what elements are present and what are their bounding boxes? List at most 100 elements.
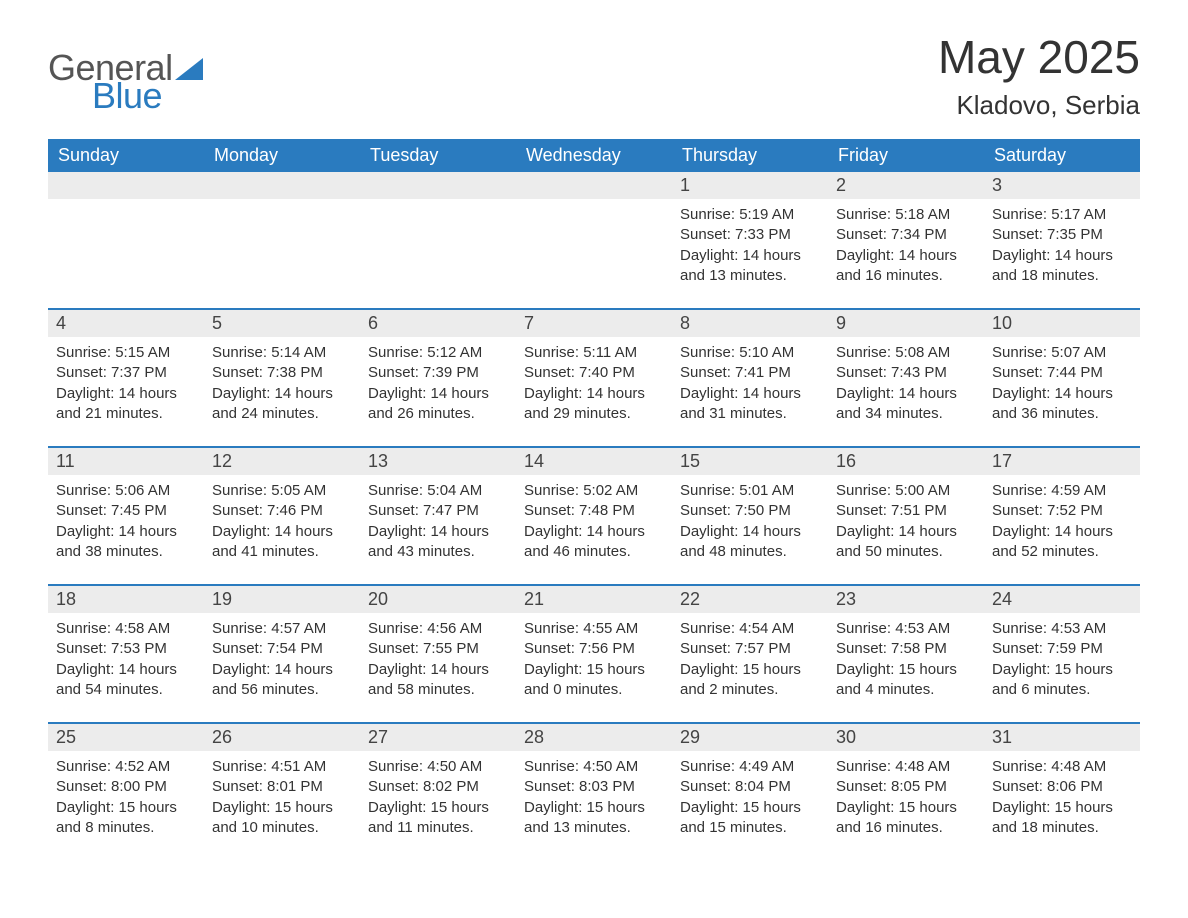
- sunrise-text: Sunrise: 4:48 AM: [836, 757, 976, 777]
- date-number: 17: [984, 448, 1140, 475]
- sunset-text: Sunset: 7:35 PM: [992, 225, 1132, 245]
- daylight-text: Daylight: 14 hours and 21 minutes.: [56, 384, 196, 425]
- sunset-text: Sunset: 7:40 PM: [524, 363, 664, 383]
- date-number: 30: [828, 724, 984, 751]
- week-row: 1Sunrise: 5:19 AMSunset: 7:33 PMDaylight…: [48, 172, 1140, 292]
- sunrise-text: Sunrise: 4:53 AM: [992, 619, 1132, 639]
- sunrise-text: Sunrise: 5:18 AM: [836, 205, 976, 225]
- date-details: Sunrise: 5:08 AMSunset: 7:43 PMDaylight:…: [828, 337, 984, 428]
- daylight-text: Daylight: 14 hours and 54 minutes.: [56, 660, 196, 701]
- date-number: 24: [984, 586, 1140, 613]
- date-details: Sunrise: 4:48 AMSunset: 8:05 PMDaylight:…: [828, 751, 984, 842]
- sunset-text: Sunset: 7:56 PM: [524, 639, 664, 659]
- sunset-text: Sunset: 7:47 PM: [368, 501, 508, 521]
- date-cell: [516, 172, 672, 292]
- sunset-text: Sunset: 7:41 PM: [680, 363, 820, 383]
- date-number: 12: [204, 448, 360, 475]
- daylight-text: Daylight: 15 hours and 15 minutes.: [680, 798, 820, 839]
- sunset-text: Sunset: 7:59 PM: [992, 639, 1132, 659]
- date-cell: 23Sunrise: 4:53 AMSunset: 7:58 PMDayligh…: [828, 586, 984, 706]
- page-header: General Blue May 2025 Kladovo, Serbia: [48, 30, 1140, 121]
- sunrise-text: Sunrise: 5:01 AM: [680, 481, 820, 501]
- sunset-text: Sunset: 7:38 PM: [212, 363, 352, 383]
- sunrise-text: Sunrise: 5:05 AM: [212, 481, 352, 501]
- date-number: 18: [48, 586, 204, 613]
- daylight-text: Daylight: 14 hours and 58 minutes.: [368, 660, 508, 701]
- sunset-text: Sunset: 7:46 PM: [212, 501, 352, 521]
- sunset-text: Sunset: 8:01 PM: [212, 777, 352, 797]
- date-details: Sunrise: 4:58 AMSunset: 7:53 PMDaylight:…: [48, 613, 204, 704]
- date-cell: 3Sunrise: 5:17 AMSunset: 7:35 PMDaylight…: [984, 172, 1140, 292]
- date-number: 20: [360, 586, 516, 613]
- date-cell: 13Sunrise: 5:04 AMSunset: 7:47 PMDayligh…: [360, 448, 516, 568]
- date-details: Sunrise: 5:05 AMSunset: 7:46 PMDaylight:…: [204, 475, 360, 566]
- date-cell: [360, 172, 516, 292]
- date-cell: 9Sunrise: 5:08 AMSunset: 7:43 PMDaylight…: [828, 310, 984, 430]
- daylight-text: Daylight: 14 hours and 16 minutes.: [836, 246, 976, 287]
- date-details: Sunrise: 4:52 AMSunset: 8:00 PMDaylight:…: [48, 751, 204, 842]
- daylight-text: Daylight: 15 hours and 11 minutes.: [368, 798, 508, 839]
- date-details: Sunrise: 4:48 AMSunset: 8:06 PMDaylight:…: [984, 751, 1140, 842]
- sunrise-text: Sunrise: 5:00 AM: [836, 481, 976, 501]
- date-cell: 2Sunrise: 5:18 AMSunset: 7:34 PMDaylight…: [828, 172, 984, 292]
- daylight-text: Daylight: 14 hours and 50 minutes.: [836, 522, 976, 563]
- sunset-text: Sunset: 7:58 PM: [836, 639, 976, 659]
- daylight-text: Daylight: 15 hours and 16 minutes.: [836, 798, 976, 839]
- date-cell: 6Sunrise: 5:12 AMSunset: 7:39 PMDaylight…: [360, 310, 516, 430]
- date-number: 7: [516, 310, 672, 337]
- date-number: 22: [672, 586, 828, 613]
- sunset-text: Sunset: 8:02 PM: [368, 777, 508, 797]
- date-cell: 28Sunrise: 4:50 AMSunset: 8:03 PMDayligh…: [516, 724, 672, 844]
- date-details: Sunrise: 5:15 AMSunset: 7:37 PMDaylight:…: [48, 337, 204, 428]
- date-details: Sunrise: 5:19 AMSunset: 7:33 PMDaylight:…: [672, 199, 828, 290]
- daylight-text: Daylight: 14 hours and 41 minutes.: [212, 522, 352, 563]
- date-number: 4: [48, 310, 204, 337]
- date-number: 15: [672, 448, 828, 475]
- daylight-text: Daylight: 14 hours and 38 minutes.: [56, 522, 196, 563]
- date-cell: 16Sunrise: 5:00 AMSunset: 7:51 PMDayligh…: [828, 448, 984, 568]
- logo: General Blue: [48, 50, 203, 114]
- sunrise-text: Sunrise: 4:50 AM: [368, 757, 508, 777]
- date-number: 2: [828, 172, 984, 199]
- date-number: 14: [516, 448, 672, 475]
- date-details: Sunrise: 4:54 AMSunset: 7:57 PMDaylight:…: [672, 613, 828, 704]
- date-details: Sunrise: 5:04 AMSunset: 7:47 PMDaylight:…: [360, 475, 516, 566]
- date-number: 26: [204, 724, 360, 751]
- day-headers-row: Sunday Monday Tuesday Wednesday Thursday…: [48, 139, 1140, 172]
- daylight-text: Daylight: 14 hours and 52 minutes.: [992, 522, 1132, 563]
- date-cell: 22Sunrise: 4:54 AMSunset: 7:57 PMDayligh…: [672, 586, 828, 706]
- daylight-text: Daylight: 15 hours and 13 minutes.: [524, 798, 664, 839]
- daylight-text: Daylight: 15 hours and 18 minutes.: [992, 798, 1132, 839]
- date-cell: 27Sunrise: 4:50 AMSunset: 8:02 PMDayligh…: [360, 724, 516, 844]
- sunset-text: Sunset: 7:52 PM: [992, 501, 1132, 521]
- date-cell: 25Sunrise: 4:52 AMSunset: 8:00 PMDayligh…: [48, 724, 204, 844]
- day-header-friday: Friday: [828, 139, 984, 172]
- daylight-text: Daylight: 14 hours and 31 minutes.: [680, 384, 820, 425]
- sunrise-text: Sunrise: 4:58 AM: [56, 619, 196, 639]
- day-header-monday: Monday: [204, 139, 360, 172]
- date-details: Sunrise: 5:10 AMSunset: 7:41 PMDaylight:…: [672, 337, 828, 428]
- date-details: Sunrise: 5:07 AMSunset: 7:44 PMDaylight:…: [984, 337, 1140, 428]
- date-details: Sunrise: 5:18 AMSunset: 7:34 PMDaylight:…: [828, 199, 984, 290]
- logo-word-blue: Blue: [92, 78, 173, 114]
- date-number: 21: [516, 586, 672, 613]
- date-cell: 1Sunrise: 5:19 AMSunset: 7:33 PMDaylight…: [672, 172, 828, 292]
- sunrise-text: Sunrise: 5:08 AM: [836, 343, 976, 363]
- date-cell: [204, 172, 360, 292]
- sunset-text: Sunset: 7:45 PM: [56, 501, 196, 521]
- sunset-text: Sunset: 7:34 PM: [836, 225, 976, 245]
- date-cell: 12Sunrise: 5:05 AMSunset: 7:46 PMDayligh…: [204, 448, 360, 568]
- date-details: Sunrise: 5:01 AMSunset: 7:50 PMDaylight:…: [672, 475, 828, 566]
- sunrise-text: Sunrise: 5:15 AM: [56, 343, 196, 363]
- date-details: Sunrise: 4:56 AMSunset: 7:55 PMDaylight:…: [360, 613, 516, 704]
- sunset-text: Sunset: 8:03 PM: [524, 777, 664, 797]
- empty-date-num: [360, 172, 516, 199]
- date-number: 11: [48, 448, 204, 475]
- date-details: Sunrise: 5:11 AMSunset: 7:40 PMDaylight:…: [516, 337, 672, 428]
- date-number: 19: [204, 586, 360, 613]
- daylight-text: Daylight: 14 hours and 26 minutes.: [368, 384, 508, 425]
- date-number: 16: [828, 448, 984, 475]
- daylight-text: Daylight: 14 hours and 46 minutes.: [524, 522, 664, 563]
- day-header-tuesday: Tuesday: [360, 139, 516, 172]
- date-number: 9: [828, 310, 984, 337]
